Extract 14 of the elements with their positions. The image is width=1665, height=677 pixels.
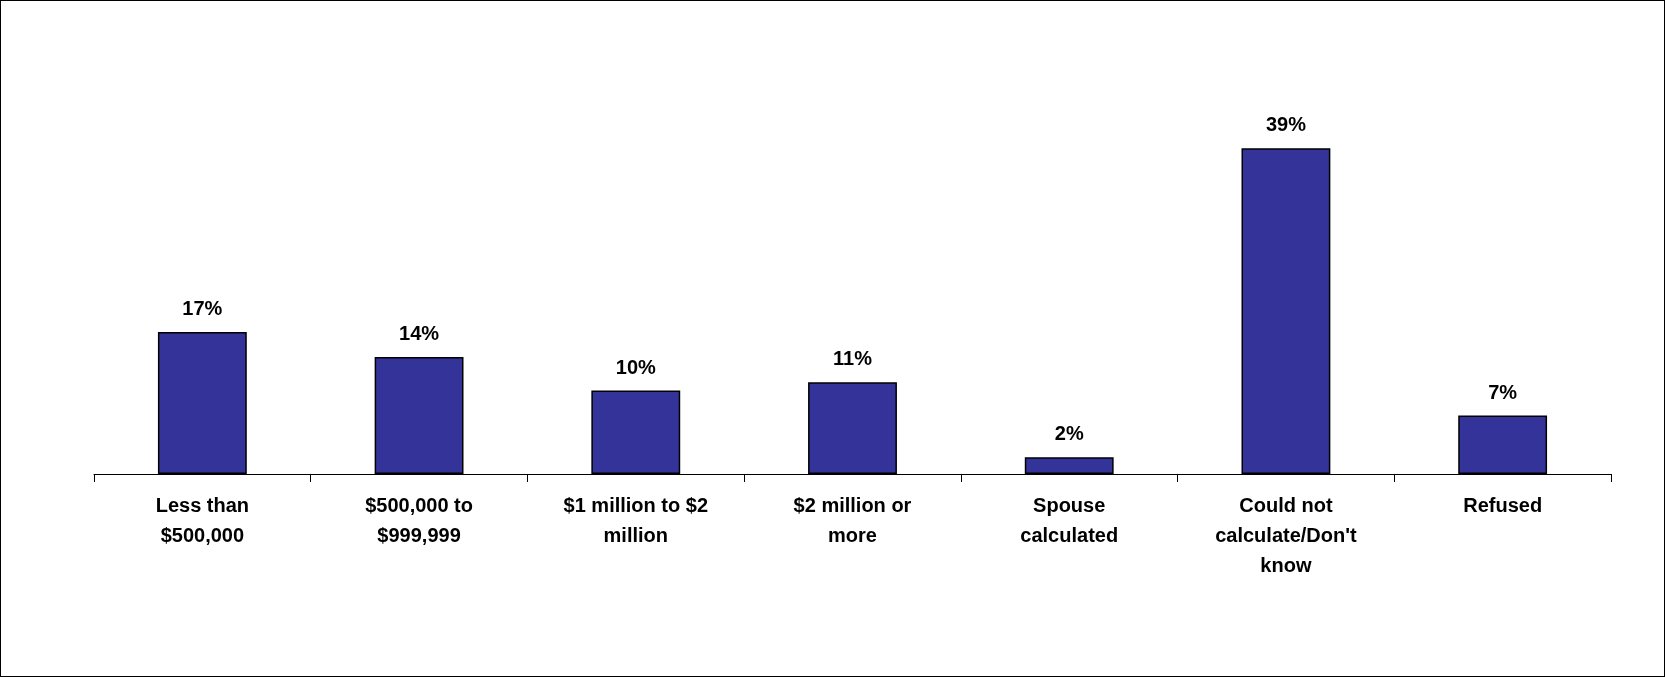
data-label: 10% [615, 355, 657, 378]
x-tick-label: Spouse calculated [1020, 494, 1119, 546]
data-label: 2% [1054, 422, 1084, 445]
data-label: 7% [1488, 380, 1518, 403]
x-tick-label: Could not calculate/Don't know [1215, 494, 1357, 576]
data-label: 11% [833, 347, 873, 370]
x-tick-label: $500,000 to $999,999 [365, 494, 473, 546]
x-tick-label: Refused [1463, 494, 1543, 516]
x-tick-label: Less than $500,000 [155, 494, 250, 546]
x-tick-label: $1 million to $2 million [563, 494, 709, 546]
x-tick-label: $2 million or more [793, 494, 912, 546]
data-label: 14% [399, 322, 440, 345]
data-label: 39% [1265, 113, 1307, 136]
data-label: 17% [182, 297, 223, 320]
